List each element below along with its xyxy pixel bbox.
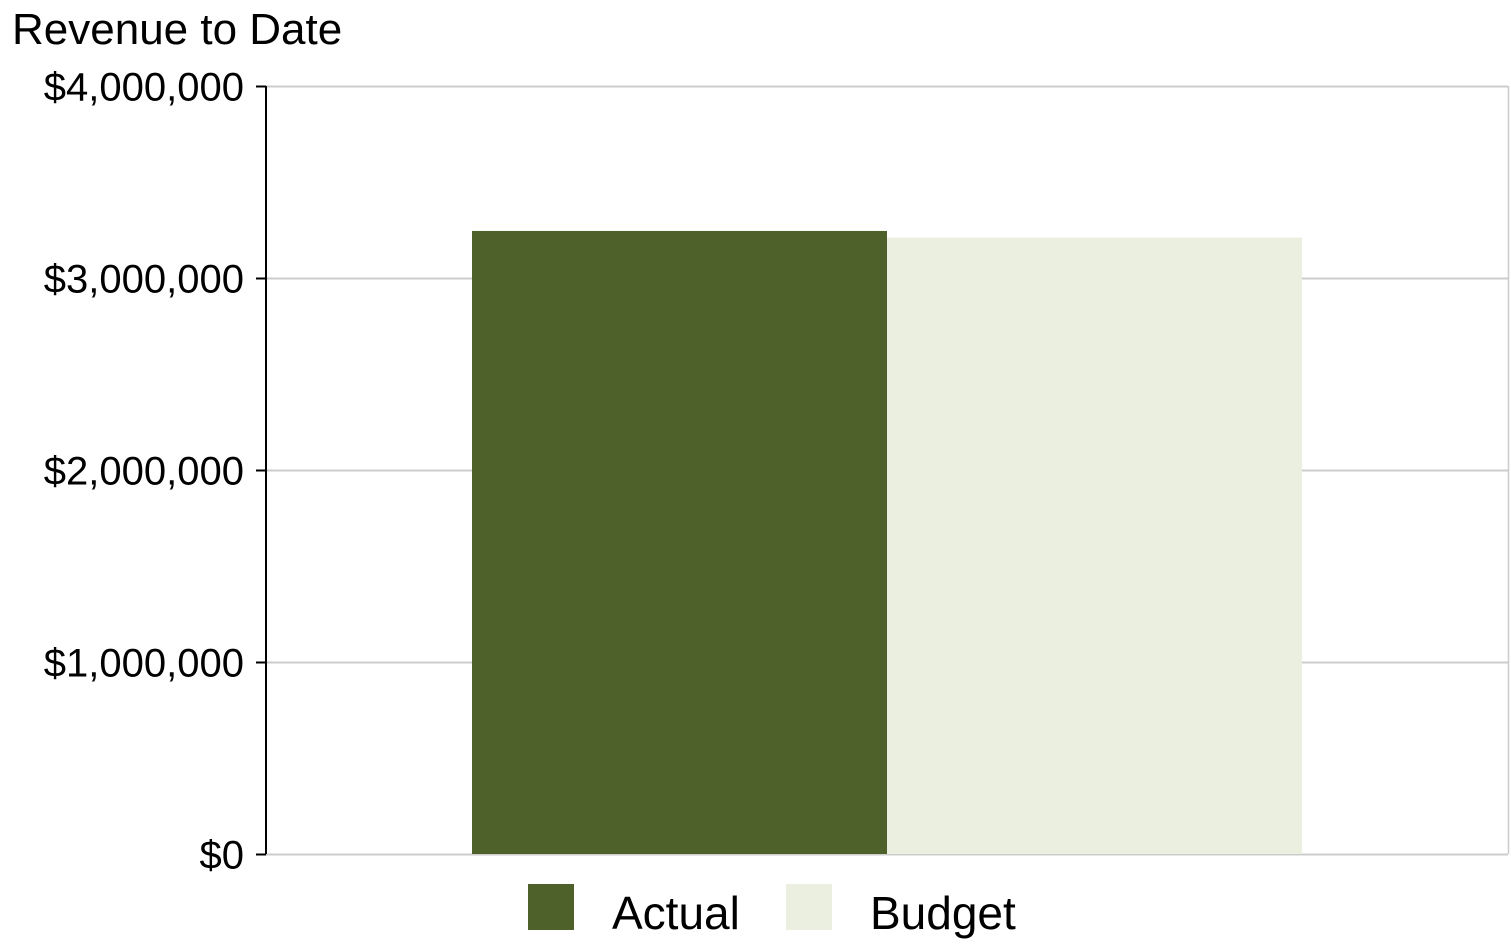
bar-budget xyxy=(887,237,1302,854)
legend-swatch-budget xyxy=(786,884,832,930)
bars xyxy=(472,230,1302,854)
legend: Actual Budget xyxy=(528,884,1016,939)
y-tick-label-0: $0 xyxy=(200,834,245,878)
y-tick-label-2: $2,000,000 xyxy=(44,450,244,494)
y-tick-label-4: $4,000,000 xyxy=(44,66,244,110)
y-tick-label-3: $3,000,000 xyxy=(44,258,244,302)
bar-actual xyxy=(472,230,887,854)
y-axis-ticks: $0 $1,000,000 $2,000,000 $3,000,000 $4,000,0… xyxy=(44,66,266,878)
y-tick-label-1: $1,000,000 xyxy=(44,642,244,686)
chart-title: Revenue to Date xyxy=(12,5,342,54)
legend-label-actual: Actual xyxy=(612,887,740,939)
legend-swatch-actual xyxy=(528,884,574,930)
legend-label-budget: Budget xyxy=(870,887,1016,939)
